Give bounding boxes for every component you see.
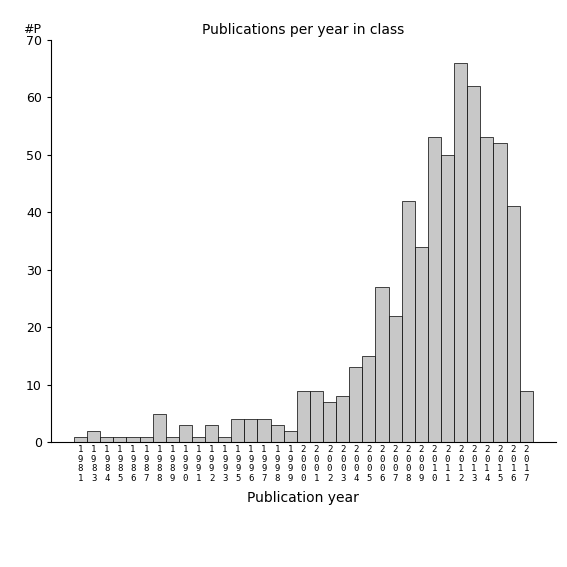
Bar [192, 437, 205, 442]
Bar [284, 431, 297, 442]
Text: #P: #P [23, 23, 41, 36]
Bar [388, 316, 401, 442]
Bar [297, 391, 310, 442]
Bar [218, 437, 231, 442]
Bar [257, 419, 270, 442]
Bar [87, 431, 100, 442]
Title: Publications per year in class: Publications per year in class [202, 23, 404, 37]
Bar [375, 287, 388, 442]
X-axis label: Publication year: Publication year [247, 492, 359, 505]
Bar [153, 413, 166, 442]
Bar [349, 367, 362, 442]
Bar [166, 437, 179, 442]
Bar [74, 437, 87, 442]
Bar [493, 143, 506, 442]
Bar [310, 391, 323, 442]
Bar [454, 63, 467, 442]
Bar [113, 437, 126, 442]
Bar [231, 419, 244, 442]
Bar [270, 425, 284, 442]
Bar [467, 86, 480, 442]
Bar [126, 437, 139, 442]
Bar [323, 402, 336, 442]
Bar [441, 155, 454, 442]
Bar [336, 396, 349, 442]
Bar [362, 356, 375, 442]
Bar [139, 437, 153, 442]
Bar [401, 201, 414, 442]
Bar [480, 137, 493, 442]
Bar [205, 425, 218, 442]
Bar [100, 437, 113, 442]
Bar [414, 247, 428, 442]
Bar [244, 419, 257, 442]
Bar [179, 425, 192, 442]
Bar [506, 206, 519, 442]
Bar [519, 391, 533, 442]
Bar [428, 137, 441, 442]
